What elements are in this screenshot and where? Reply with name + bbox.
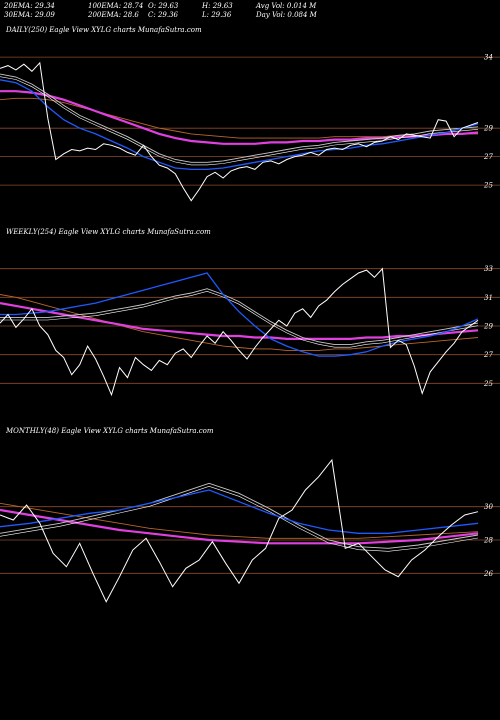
header-ema100: 100EMA: 28.74 xyxy=(88,2,144,10)
header-ema200: 200EMA: 28.6 xyxy=(88,11,139,19)
daily-chart: 34 29 27 25 xyxy=(0,54,500,202)
weekly-tick-label: 33 xyxy=(484,265,493,273)
daily-tick-label: 25 xyxy=(483,182,493,190)
header-ema20: 20EMA: 29.34 xyxy=(4,2,55,10)
weekly-price-line xyxy=(0,267,479,397)
weekly-20ema-line xyxy=(0,272,479,357)
header-low: L: 29.36 xyxy=(202,11,232,19)
weekly-30ema-line xyxy=(0,288,479,346)
daily-20ema-line xyxy=(0,79,479,171)
header-avg-vol: Avg Vol: 0.014 M xyxy=(256,2,317,10)
weekly-tick-label: 25 xyxy=(483,380,493,388)
monthly-chart: 30 28 26 xyxy=(0,458,500,603)
monthly-200ema-line xyxy=(0,502,479,539)
monthly-tick-label: 28 xyxy=(483,537,493,545)
weekly-tick-label: 31 xyxy=(484,294,493,302)
weekly-200ema-line xyxy=(0,294,479,351)
monthly-100ema-line xyxy=(0,508,479,545)
daily-tick-label: 27 xyxy=(483,153,493,161)
daily-tick-label: 29 xyxy=(483,125,493,133)
header-ema30: 30EMA: 29.09 xyxy=(4,11,55,19)
daily-100ema-line xyxy=(0,90,479,145)
daily-tick-label: 34 xyxy=(484,54,493,62)
monthly-panel-title: MONTHLY(48) Eagle View XYLG charts Munaf… xyxy=(6,427,214,435)
header-day-vol: Day Vol: 0.084 M xyxy=(256,11,317,19)
daily-panel-title: DAILY(250) Eagle View XYLG charts Munafa… xyxy=(6,26,202,34)
monthly-tick-label: 30 xyxy=(484,503,493,511)
weekly-ema-band-line xyxy=(0,290,479,348)
monthly-price-line xyxy=(0,458,479,603)
header-open: O: 29.63 xyxy=(148,2,179,10)
monthly-tick-label: 26 xyxy=(483,570,493,578)
monthly-20ema-line xyxy=(0,489,479,534)
weekly-panel-title: WEEKLY(254) Eagle View XYLG charts Munaf… xyxy=(6,228,211,236)
monthly-ema-band-line xyxy=(0,485,479,552)
weekly-100ema-line xyxy=(0,302,479,340)
daily-200ema-line xyxy=(0,97,478,139)
monthly-30ema-line xyxy=(0,482,479,549)
daily-ema-band-line xyxy=(0,76,479,166)
weekly-tick-label: 29 xyxy=(483,323,493,331)
daily-price-line xyxy=(0,61,479,202)
header-high: H: 29.63 xyxy=(202,2,233,10)
weekly-tick-label: 27 xyxy=(483,351,493,359)
weekly-chart: 33 31 29 27 25 xyxy=(0,265,500,397)
daily-30ema-line xyxy=(0,73,479,163)
header-close: C: 29.36 xyxy=(148,11,178,19)
